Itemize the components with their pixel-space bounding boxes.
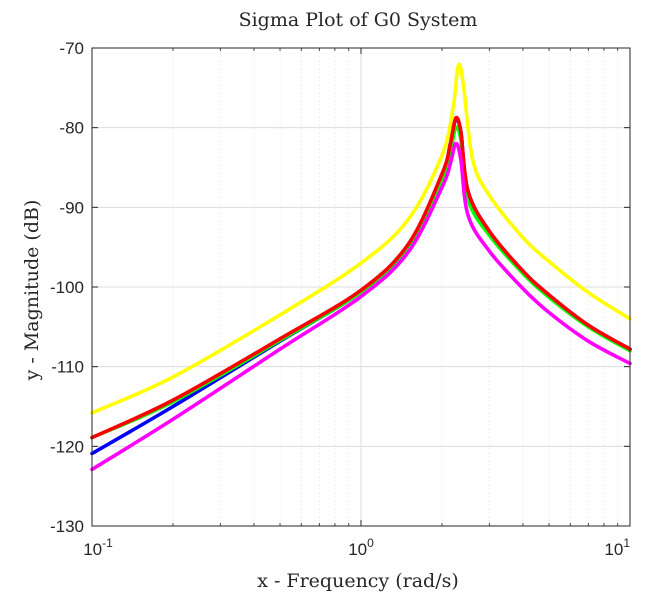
series-line-3 — [90, 115, 632, 440]
series-layer — [90, 62, 632, 472]
ticks-layer — [91, 47, 631, 527]
x-tick-base: 10 — [83, 540, 102, 559]
y-tick-label: -90 — [59, 198, 84, 217]
series-line-0 — [90, 62, 632, 415]
y-tick-label: -70 — [59, 39, 84, 58]
series-line-4 — [90, 141, 632, 472]
y-tick-labels: -70 -80 -90 -100 -110 -120 -130 — [50, 39, 84, 536]
y-tick-label: -110 — [51, 358, 84, 377]
x-tick-label: 101 — [604, 536, 630, 559]
y-tick-label: -130 — [50, 517, 84, 536]
x-tick-label: 10-1 — [83, 536, 113, 559]
x-tick-base: 10 — [348, 540, 367, 559]
x-tick-exponent: -1 — [102, 536, 113, 550]
y-tick-label: -120 — [50, 437, 84, 456]
x-axis-label: x - Frequency (rad/s) — [257, 570, 459, 592]
x-tick-labels: 10-1 100 101 — [83, 536, 630, 559]
x-tick-label: 100 — [348, 536, 374, 559]
x-tick-exponent: 0 — [367, 536, 374, 550]
y-axis-label: y - Magnitude (dB) — [21, 200, 43, 382]
x-tick-base: 10 — [604, 540, 623, 559]
x-tick-exponent: 1 — [623, 536, 630, 550]
chart-title: Sigma Plot of G0 System — [239, 9, 478, 31]
y-tick-label: -100 — [50, 278, 84, 297]
y-tick-label: -80 — [59, 119, 84, 138]
